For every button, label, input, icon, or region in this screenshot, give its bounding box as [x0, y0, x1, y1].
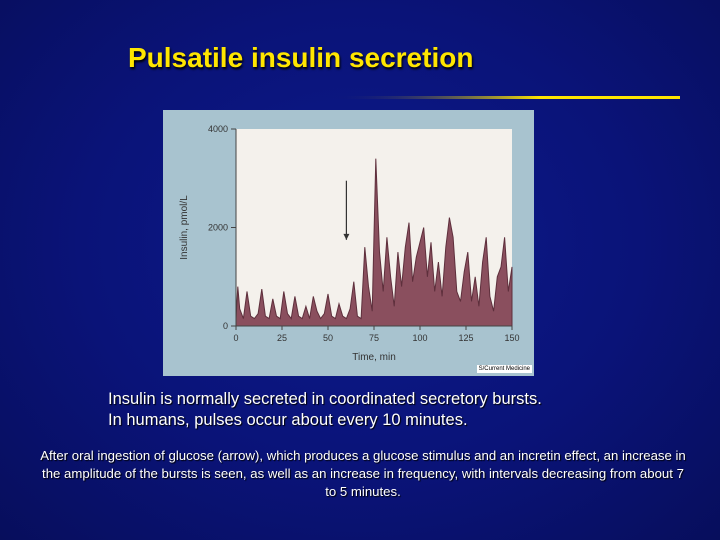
x-tick-label: 25: [277, 333, 287, 343]
x-axis-label: Time, min: [352, 352, 396, 363]
x-tick-label: 0: [233, 333, 238, 343]
key-points: Insulin is normally secreted in coordina…: [108, 389, 668, 431]
insulin-figure: 0 2000 4000 0 25 50 75 100 125 150 Time, min Insuli…: [163, 110, 534, 376]
y-tick-label: 0: [223, 321, 228, 331]
x-tick-label: 150: [504, 333, 519, 343]
figure-caption: After oral ingestion of glucose (arrow),…: [40, 448, 686, 499]
y-tick-label: 2000: [208, 223, 228, 233]
slide-title: Pulsatile insulin secretion: [128, 42, 474, 73]
glucose-arrowhead: [343, 233, 350, 240]
title-underline: [330, 96, 680, 99]
y-tick-label: 4000: [208, 124, 228, 134]
x-tick-label: 125: [458, 333, 473, 343]
insulin-area-series: [235, 158, 513, 327]
x-tick-label: 75: [369, 333, 379, 343]
key-point-2: In humans, pulses occur about every 10 m…: [108, 411, 468, 429]
insulin-chart: 0 2000 4000 0 25 50 75 100 125 150 Time, min Insuli…: [179, 124, 520, 363]
key-point-1: Insulin is normally secreted in coordina…: [108, 390, 542, 408]
y-axis-label: Insulin, pmol/L: [179, 195, 190, 260]
x-tick-label: 50: [323, 333, 333, 343]
figure-credit: S/Current Medicine: [476, 365, 532, 373]
x-tick-label: 100: [412, 333, 427, 343]
